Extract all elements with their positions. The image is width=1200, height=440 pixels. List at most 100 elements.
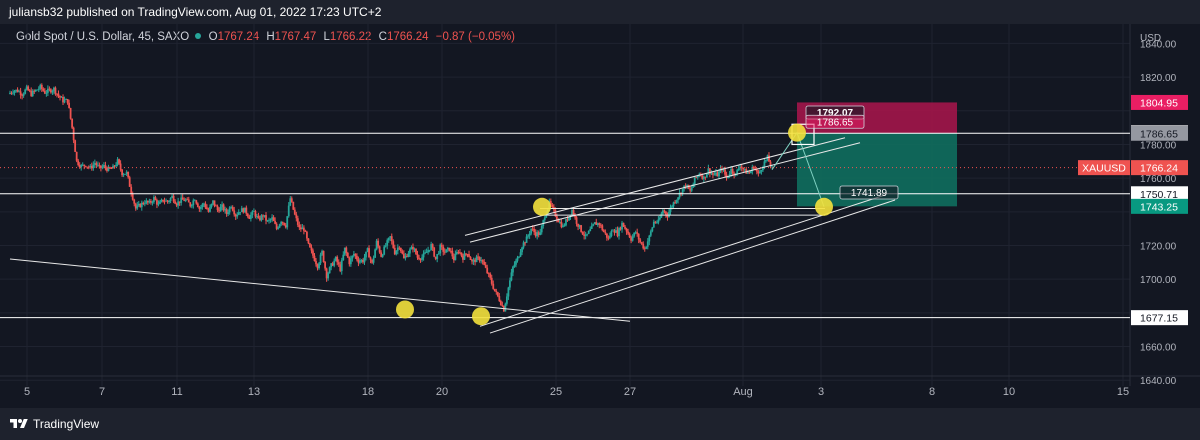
candle-body-248 — [384, 245, 387, 247]
candle-body-105 — [168, 200, 170, 202]
candle-body-86 — [139, 203, 142, 208]
candle-body-320 — [493, 288, 496, 292]
candle-body-57 — [95, 163, 98, 166]
candle-body-325 — [501, 305, 504, 307]
candle-body-294 — [454, 254, 457, 261]
candle-body-253 — [392, 241, 395, 248]
candle-body-177 — [277, 227, 280, 229]
candle-body-236 — [366, 248, 369, 252]
candle-body-425 — [652, 221, 655, 228]
candle-body-23 — [43, 90, 46, 94]
candle-body-376 — [578, 225, 581, 227]
candle-body-162 — [254, 210, 257, 217]
candle-body-458 — [702, 176, 705, 179]
candle-body-62 — [103, 165, 105, 167]
candle-body-298 — [460, 252, 463, 256]
candle-body-483 — [740, 166, 743, 168]
candle-body-424 — [651, 227, 654, 232]
candle-body-268 — [415, 248, 417, 255]
candle-body-427 — [655, 222, 658, 224]
candle-body-193 — [301, 227, 304, 230]
candle-body-246 — [381, 254, 384, 257]
candle-body-135 — [213, 200, 216, 206]
candle-body-330 — [509, 280, 511, 288]
candle-body-69 — [113, 165, 116, 167]
candle-body-209 — [325, 268, 328, 279]
candle-body-459 — [704, 176, 707, 178]
candle-body-61 — [101, 166, 104, 168]
candle-body-159 — [249, 214, 252, 219]
price-label-box-4 — [1131, 186, 1188, 202]
candle-body-331 — [510, 272, 513, 281]
candle-body-290 — [448, 247, 451, 251]
candle-body-87 — [140, 202, 143, 208]
candle-body-145 — [228, 207, 231, 213]
candle-body-26 — [48, 88, 51, 90]
candle-body-393 — [604, 232, 607, 234]
candle-body-35 — [62, 96, 64, 103]
candle-body-9 — [22, 93, 25, 96]
candle-body-464 — [712, 173, 714, 175]
market-status-icon — [195, 33, 202, 40]
candle-body-400 — [615, 230, 617, 233]
candle-body-423 — [649, 231, 652, 236]
candle-body-498 — [763, 161, 766, 168]
candle-body-211 — [328, 267, 331, 274]
candle-body-137 — [216, 206, 219, 211]
candle-body-208 — [324, 261, 327, 269]
candle-body-406 — [624, 226, 626, 229]
candle-body-32 — [57, 93, 60, 96]
candle-body-19 — [37, 88, 40, 90]
candle-body-451 — [692, 183, 695, 188]
candle-body-25 — [46, 88, 49, 93]
candle-body-472 — [724, 169, 726, 175]
candle-body-108 — [172, 195, 175, 202]
candle-body-111 — [177, 201, 180, 206]
tradingview-brand[interactable]: TradingView — [10, 417, 99, 431]
candle-body-130 — [206, 207, 208, 210]
pivot-marker-2 — [533, 197, 551, 216]
candle-body-449 — [689, 188, 692, 191]
candle-body-148 — [233, 210, 236, 215]
candle-body-440 — [675, 200, 678, 203]
candle-body-5 — [16, 89, 19, 92]
candle-body-418 — [642, 243, 645, 249]
candle-body-388 — [596, 223, 599, 226]
candle-body-170 — [266, 220, 269, 222]
candle-body-480 — [736, 170, 739, 174]
candle-body-276 — [427, 250, 430, 253]
price-label-3: 1766.24 — [1140, 163, 1178, 175]
candle-body-342 — [527, 235, 529, 237]
candle-body-37 — [65, 99, 67, 100]
candle-body-65 — [107, 167, 110, 171]
candle-body-289 — [446, 247, 449, 250]
candle-body-152 — [239, 211, 242, 213]
candle-body-225 — [349, 258, 352, 265]
price-label-box-6 — [1131, 310, 1188, 326]
candle-body-136 — [215, 205, 217, 207]
candle-body-138 — [218, 210, 220, 212]
candle-body-233 — [362, 260, 364, 263]
y-tick-label-0: 1840.00 — [1140, 39, 1177, 50]
candle-body-292 — [451, 250, 454, 257]
candle-body-263 — [407, 253, 410, 257]
candle-body-133 — [210, 203, 213, 208]
candle-body-333 — [513, 264, 516, 267]
x-tick-label-10: 8 — [929, 386, 935, 398]
candle-body-230 — [357, 259, 360, 263]
candle-body-189 — [295, 214, 298, 219]
candle-body-117 — [186, 199, 189, 201]
candle-body-321 — [495, 291, 498, 293]
candle-body-394 — [605, 233, 608, 238]
candle-body-270 — [418, 257, 420, 260]
x-tick-label-0: 5 — [24, 386, 30, 398]
candle-body-296 — [457, 252, 460, 253]
candle-body-338 — [521, 247, 523, 253]
candle-body-494 — [757, 171, 760, 174]
candle-body-254 — [393, 247, 396, 255]
candle-body-477 — [731, 168, 734, 174]
candle-body-186 — [290, 198, 293, 202]
candle-body-195 — [304, 230, 307, 232]
candle-body-303 — [468, 254, 470, 257]
